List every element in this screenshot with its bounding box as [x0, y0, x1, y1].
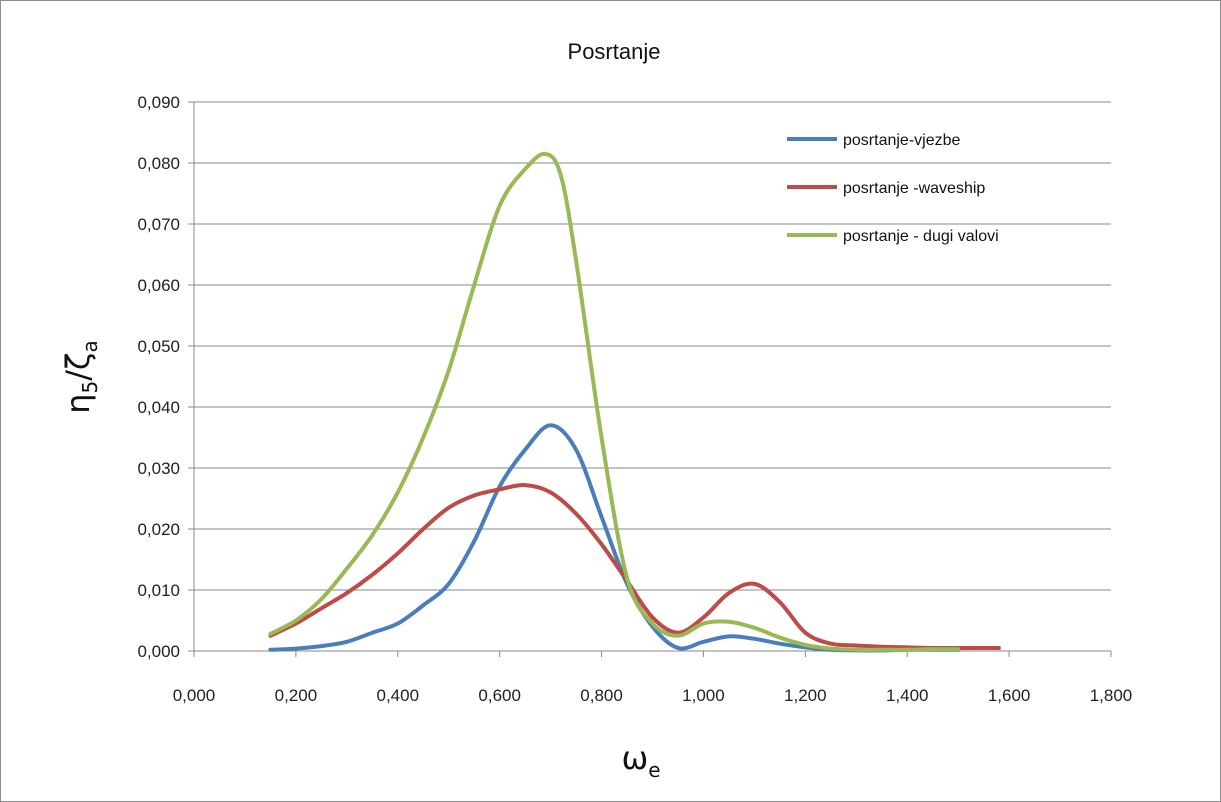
x-tick-label: 0,000 [173, 686, 216, 705]
legend: posrtanje-vjezbe posrtanje -waveship pos… [787, 132, 999, 245]
x-tick-label: 1,400 [886, 686, 929, 705]
legend-label: posrtanje - dugi valovi [843, 228, 999, 245]
y-tick-label: 0,010 [137, 581, 180, 600]
x-tick-label: 1,800 [1090, 686, 1133, 705]
y-axis-label-a: η [59, 393, 97, 413]
series-lines [268, 151, 1001, 653]
legend-item-0: posrtanje-vjezbe [787, 132, 961, 149]
x-axis-label-sub: e [648, 758, 660, 782]
grid-lines [194, 101, 1111, 591]
x-tick-label: 1,000 [682, 686, 725, 705]
x-tick-label: 0,200 [275, 686, 318, 705]
y-tick-label: 0,030 [137, 459, 180, 478]
x-tick-label: 0,800 [580, 686, 623, 705]
y-axis-label-b: ζ [59, 353, 97, 370]
x-axis-label: ωe [621, 739, 660, 782]
series-line-2 [268, 151, 961, 652]
y-tick-label: 0,070 [137, 215, 180, 234]
x-tick-label: 1,200 [784, 686, 827, 705]
y-tick-label: 0,000 [137, 642, 180, 661]
y-tick-label: 0,050 [137, 337, 180, 356]
series-line-1 [268, 483, 1001, 650]
x-axis-label-main: ω [621, 739, 648, 777]
legend-item-2: posrtanje - dugi valovi [787, 228, 999, 245]
legend-item-1: posrtanje -waveship [787, 180, 985, 197]
y-tick-label: 0,080 [137, 154, 180, 173]
chart-title: Posrtanje [568, 39, 661, 64]
x-tick-label: 0,400 [377, 686, 420, 705]
y-tick-label: 0,060 [137, 276, 180, 295]
x-tick-labels: 0,000 0,200 0,400 0,600 0,800 1,000 1,200 1,400… [173, 686, 1133, 705]
y-tick-label: 0,090 [137, 93, 180, 112]
x-tick-label: 0,600 [478, 686, 521, 705]
series-line-0 [268, 423, 961, 653]
y-tick-labels: 0,000 0,010 0,020 0,030 0,040 0,050 0,060 0,070… [137, 93, 180, 661]
y-axis-label-sep: / [59, 370, 97, 381]
y-axis-label-a-sub: 5 [78, 381, 102, 394]
y-axis-label-b-sub: a [78, 340, 102, 352]
legend-label: posrtanje -waveship [843, 180, 985, 197]
y-tick-label: 0,040 [137, 398, 180, 417]
y-axis-label: η5/ζa [59, 340, 102, 413]
legend-label: posrtanje-vjezbe [843, 132, 961, 149]
y-tick-label: 0,020 [137, 520, 180, 539]
x-tick-label: 1,600 [988, 686, 1031, 705]
